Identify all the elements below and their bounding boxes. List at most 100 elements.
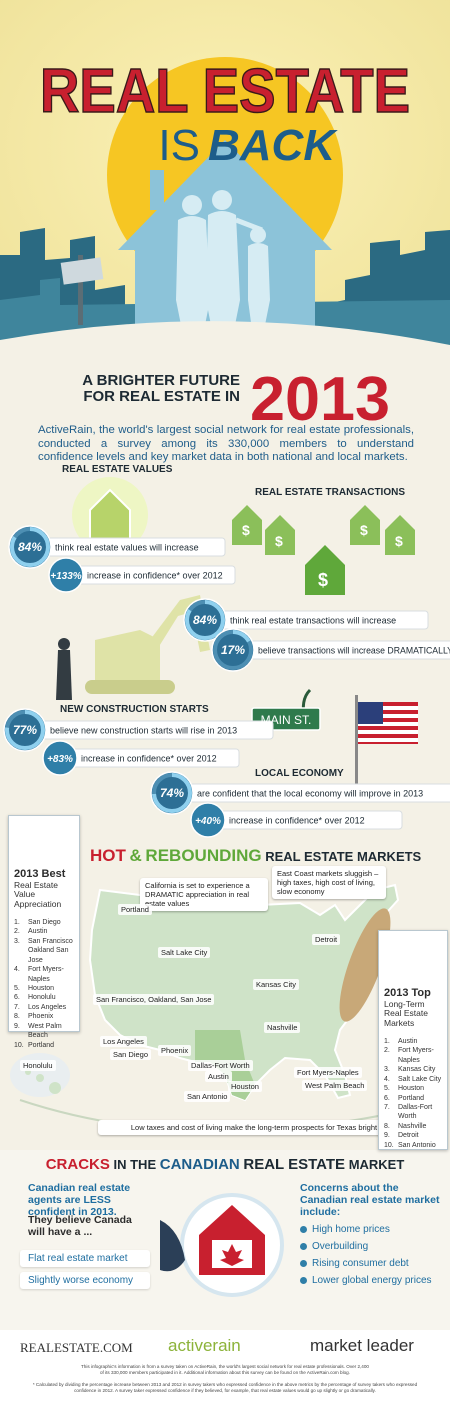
list-number: 1.: [14, 918, 20, 926]
concern-text: Overbuilding: [312, 1241, 369, 1252]
canada-believe: They believe Canada will have a ...: [28, 1214, 132, 1239]
city-label: San Antonio: [184, 1091, 231, 1102]
list-name: Nashville: [398, 1122, 427, 1130]
list-name: Portland: [28, 1041, 55, 1049]
list-number: 2.: [14, 928, 20, 936]
stat-circle: [150, 771, 194, 815]
concern-item: Rising consumer debt: [300, 1258, 445, 1269]
east-coast: [339, 908, 391, 1022]
street-art: [251, 688, 418, 795]
stat-label: 84%: [193, 613, 217, 627]
city-label: Nashville: [264, 1022, 301, 1033]
title-back: BACK: [208, 121, 338, 170]
svg-text:$: $: [318, 570, 328, 590]
tagline-year: 2013: [250, 365, 390, 434]
believe-item: Slightly worse economy: [20, 1272, 150, 1289]
section-heading: REAL ESTATE TRANSACTIONS: [255, 487, 405, 498]
concern-text: Lower global energy prices: [312, 1275, 432, 1286]
title-line1: REAL ESTATE: [40, 57, 410, 126]
concern-item: High home prices: [300, 1224, 445, 1235]
list-item: 1. Austin: [384, 1037, 443, 1046]
logo-activerain: activerain: [168, 1336, 241, 1355]
list-name: Phoenix: [28, 1013, 54, 1021]
stat-text: increase in confidence* over 2012: [87, 571, 223, 581]
stat-circle: [48, 557, 84, 593]
footer-bg: [0, 1330, 450, 1404]
city-label: Detroit: [312, 934, 341, 945]
stat-circle: [183, 598, 227, 642]
list-number: 1.: [384, 1037, 390, 1045]
city-label: Austin: [205, 1071, 232, 1082]
stat-label: 84%: [18, 540, 42, 554]
list-item: 8. Phoenix: [14, 1012, 75, 1021]
list-name: Fort Myers-Naples: [28, 966, 64, 983]
stat-circle: [42, 740, 78, 776]
list-name: Austin: [398, 1037, 418, 1045]
section-heading: LOCAL ECONOMY: [255, 768, 344, 779]
canada-art: [160, 1193, 284, 1297]
list-number: 7.: [384, 1104, 390, 1111]
list-number: 3.: [14, 937, 20, 945]
map-title-part: REBOUNDING: [145, 846, 262, 865]
ring-arc: [152, 773, 192, 813]
stat-label: +133%: [50, 571, 82, 582]
list-item: 2. Fort Myers-Naples: [384, 1046, 443, 1065]
top-list: 2013 Top Long-Term Real Estate Markets 1…: [378, 930, 448, 1150]
ring-arc: [5, 710, 45, 750]
concern-item: Overbuilding: [300, 1241, 445, 1252]
stat-text: believe transactions will increase DRAMA…: [258, 646, 450, 656]
callout-texas: Low taxes and cost of living make the lo…: [98, 1120, 410, 1135]
top-subtitle: Long-Term Real Estate Markets: [384, 998, 428, 1029]
callout-california: California is set to experience a DRAMAT…: [140, 878, 268, 911]
transaction-art: $ $ $ $ $: [232, 505, 415, 595]
canada-title-part: MARKET: [348, 1157, 405, 1172]
excavator-art: [56, 595, 210, 700]
city-label: Salt Lake City: [158, 947, 211, 958]
city-label: San Diego: [110, 1049, 152, 1060]
canada-headline: Canadian real estate agents are LESS con…: [28, 1182, 131, 1219]
stat-label: +83%: [47, 754, 73, 765]
list-name: San Diego: [28, 918, 61, 926]
stat-text: believe new construction starts will ris…: [50, 726, 237, 736]
family: [176, 190, 270, 340]
canada-title-part: IN THE: [113, 1157, 157, 1172]
list-name: Portland: [398, 1094, 425, 1102]
source-note: This infographic's information is from a…: [81, 1364, 369, 1375]
city-label: Honolulu: [20, 1060, 56, 1071]
callout-east: East Coast markets sluggish – high taxes…: [272, 866, 386, 899]
tagline: A BRIGHTER FUTURE FOR REAL ESTATE IN: [82, 372, 240, 405]
list-number: 9.: [14, 1022, 20, 1030]
list-number: 7.: [14, 1003, 20, 1011]
svg-text:$: $: [395, 533, 403, 549]
list-number: 3.: [384, 1066, 390, 1074]
ground: [0, 321, 450, 370]
list-name: West Palm Beach: [28, 1022, 62, 1040]
list-name: Houston: [398, 1085, 425, 1093]
band: [0, 360, 450, 370]
best-list: 2013 Best Real Estate Value Appreciation…: [8, 815, 80, 1049]
list-number: 6.: [384, 1094, 390, 1102]
stat-text: think real estate values will increase: [55, 543, 199, 553]
list-number: 5.: [14, 985, 20, 992]
city-label: Los Angeles: [100, 1036, 147, 1047]
list-number: 5.: [384, 1085, 390, 1093]
bullet: [300, 1277, 307, 1284]
concerns-heading: Concerns about the Canadian real estate …: [300, 1182, 440, 1219]
city-label: Portland: [118, 904, 152, 915]
list-item: 3. San Francisco Oakland San Jose: [14, 937, 75, 965]
list-number: 10.: [384, 1141, 394, 1149]
stat-label: 77%: [13, 723, 37, 737]
stat-text: think real estate transactions will incr…: [230, 616, 396, 626]
for-sale-sign: [60, 255, 104, 325]
stat-circle: [190, 802, 226, 838]
city-label: Kansas City: [253, 979, 300, 990]
ring-arc: [10, 527, 50, 567]
list-name: Honolulu: [28, 994, 56, 1002]
list-name: Houston: [28, 985, 55, 992]
believe-item: Flat real estate market: [20, 1250, 150, 1267]
intro: ActiveRain, the world's largest social n…: [38, 424, 414, 464]
canada-title-part: CRACKS: [45, 1156, 110, 1173]
map-title-part: &: [129, 846, 142, 865]
top-items: 1. Austin 2. Fort Myers-Naples 3. Kansas City…: [384, 1037, 443, 1150]
stat-label: 74%: [160, 786, 184, 800]
